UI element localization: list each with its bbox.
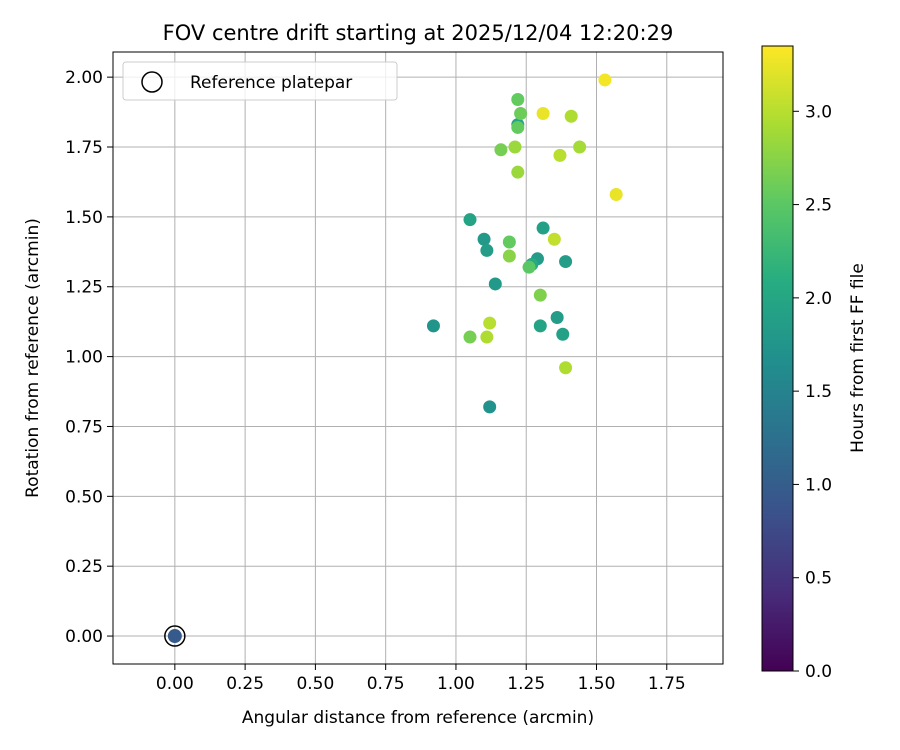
scatter-points — [164, 73, 623, 647]
data-point — [553, 148, 567, 162]
reference-point — [167, 629, 182, 644]
colorbar-tick-label: 1.0 — [805, 475, 832, 495]
data-point — [511, 120, 525, 134]
data-point — [511, 93, 525, 107]
colorbar-tick-label: 0.0 — [805, 662, 832, 682]
chart-title: FOV centre drift starting at 2025/12/04 … — [163, 21, 674, 45]
plot-area: 0.00 0.25 0.50 0.75 1.00 1.25 1.50 1.75 0.00 0.2… — [65, 51, 724, 694]
x-tick-label: 1.00 — [437, 674, 475, 694]
y-tick-label: 1.50 — [65, 208, 103, 228]
data-point — [598, 73, 612, 87]
x-tick-label: 1.75 — [648, 674, 686, 694]
colorbar-tick-label: 1.5 — [805, 382, 832, 402]
legend-entry-label: Reference platepar — [190, 73, 352, 93]
data-point — [559, 361, 573, 375]
data-point — [483, 400, 497, 414]
y-tick-label: 0.50 — [65, 487, 103, 507]
data-point — [514, 106, 528, 120]
data-point — [559, 255, 573, 269]
colorbar-tick-label: 2.5 — [805, 196, 832, 216]
y-tick-label: 1.75 — [65, 138, 103, 158]
data-point — [502, 249, 516, 263]
data-point — [511, 165, 525, 179]
data-point — [536, 106, 550, 120]
y-axis-label: Rotation from reference (arcmin) — [23, 218, 43, 498]
data-point — [564, 109, 578, 123]
legend-box — [122, 61, 398, 101]
grid — [113, 52, 723, 664]
legend: Reference platepar — [122, 61, 398, 101]
x-tick-label: 1.25 — [507, 674, 545, 694]
x-axis-label: Angular distance from reference (arcmin) — [242, 708, 594, 728]
x-tick-label: 0.25 — [226, 674, 264, 694]
colorbar-tick-label: 2.0 — [805, 289, 832, 309]
data-point — [494, 143, 508, 157]
data-point — [536, 221, 550, 235]
y-tick-label: 0.75 — [65, 417, 103, 437]
data-point — [477, 232, 491, 246]
data-point — [463, 330, 477, 344]
data-point — [573, 140, 587, 154]
plot-frame — [112, 51, 724, 665]
x-axis-ticks: 0.00 0.25 0.50 0.75 1.00 1.25 1.50 1.75 — [156, 664, 686, 694]
data-point — [480, 330, 494, 344]
y-tick-label: 1.25 — [65, 278, 103, 298]
legend-marker — [141, 71, 163, 93]
data-point — [426, 319, 440, 333]
colorbar-tick-label: 3.0 — [805, 102, 832, 122]
data-point — [550, 310, 564, 324]
colorbar-tick-label: 0.5 — [805, 569, 832, 589]
data-point — [533, 288, 547, 302]
y-tick-label: 0.00 — [65, 627, 103, 647]
plot-background — [113, 52, 723, 664]
data-point — [522, 260, 536, 274]
x-tick-label: 1.50 — [578, 674, 616, 694]
x-tick-label: 0.50 — [296, 674, 334, 694]
data-point — [609, 188, 623, 202]
data-point — [533, 319, 547, 333]
y-tick-label: 1.00 — [65, 348, 103, 368]
data-point — [508, 140, 522, 154]
data-point — [488, 277, 502, 291]
y-tick-label: 0.25 — [65, 557, 103, 577]
data-point — [463, 213, 477, 227]
x-tick-label: 0.75 — [367, 674, 405, 694]
colorbar-gradient — [761, 45, 794, 672]
colorbar-ticks: 0.0 0.5 1.0 1.5 2.0 2.5 3.0 — [793, 102, 832, 682]
data-point — [547, 232, 561, 246]
data-point — [502, 235, 516, 249]
colorbar: 0.0 0.5 1.0 1.5 2.0 2.5 3.0 Hours from first F… — [761, 45, 868, 682]
y-tick-label: 2.00 — [65, 68, 103, 88]
y-axis-ticks: 0.00 0.25 0.50 0.75 1.00 1.25 1.50 1.75 2.00 — [65, 68, 113, 647]
data-point — [483, 316, 497, 330]
colorbar-label: Hours from first FF file — [848, 263, 868, 453]
data-point — [556, 327, 570, 341]
x-tick-label: 0.00 — [156, 674, 194, 694]
data-point — [480, 243, 494, 257]
reference-marker — [164, 625, 186, 647]
